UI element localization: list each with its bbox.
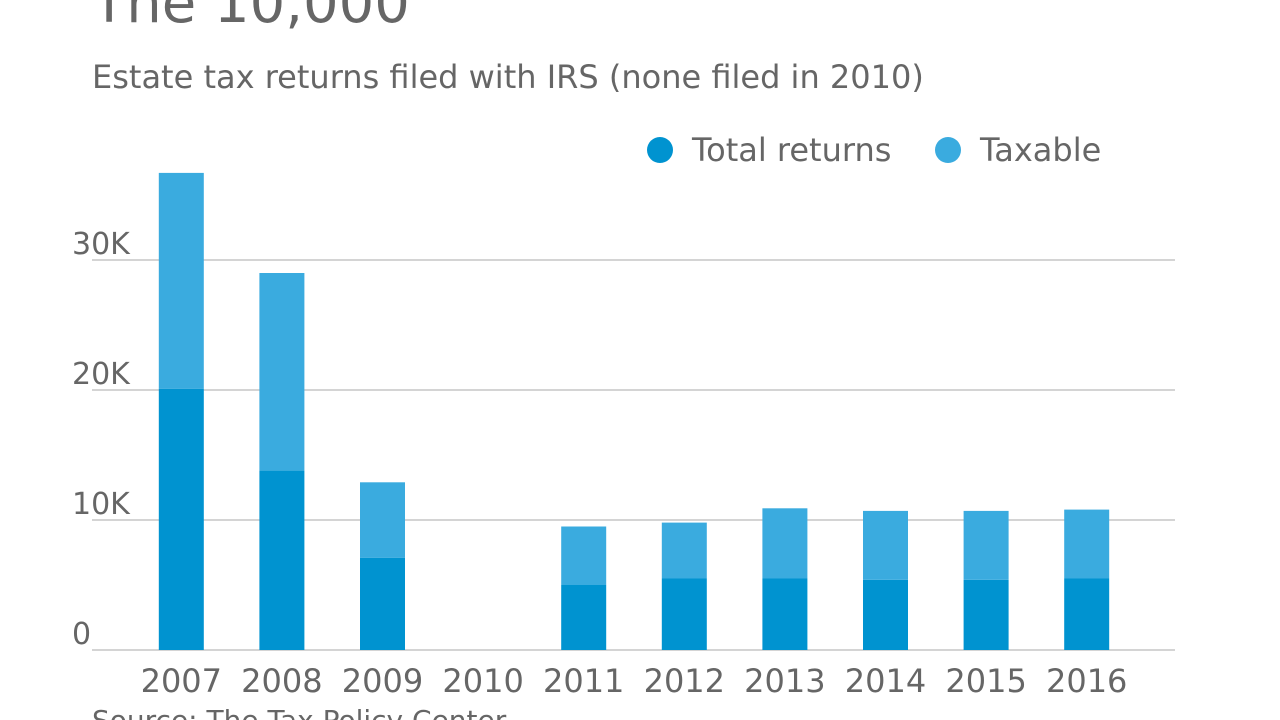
- bar-segment: [158, 388, 204, 650]
- y-tick-label: 30K: [72, 227, 131, 262]
- bar-segment: [360, 482, 405, 558]
- legend-label: Taxable: [979, 131, 1101, 169]
- y-tick-label: 20K: [72, 357, 131, 392]
- x-tick-label: 2011: [543, 662, 624, 700]
- x-tick-label: 2015: [945, 662, 1026, 700]
- bar-segment: [963, 579, 1009, 650]
- bar-segment: [1064, 578, 1110, 650]
- bar-segment: [360, 557, 405, 650]
- bar-segment: [863, 579, 908, 650]
- bar-segment: [158, 172, 204, 389]
- x-tick-label: 2014: [845, 662, 926, 700]
- bar-segment: [762, 508, 808, 579]
- legend-swatch: [647, 137, 673, 163]
- x-tick-label: 2007: [141, 662, 222, 700]
- chart-subtitle: Estate tax returns filed with IRS (none …: [92, 58, 924, 96]
- bar-segment: [661, 522, 707, 579]
- x-tick-label: 2009: [342, 662, 423, 700]
- bar-segment: [863, 510, 908, 580]
- chart-title: The 10,000: [91, 0, 410, 36]
- x-tick-label: 2016: [1046, 662, 1127, 700]
- bar-segment: [661, 578, 707, 650]
- x-tick-label: 2010: [442, 662, 523, 700]
- x-tick-label: 2012: [644, 662, 725, 700]
- x-tick-label: 2013: [744, 662, 825, 700]
- y-tick-label: 10K: [72, 487, 131, 522]
- bar-segment: [259, 273, 305, 471]
- bar-segment: [762, 578, 808, 650]
- bar-segment: [259, 470, 305, 650]
- bar-segment: [561, 585, 607, 650]
- legend-swatch: [935, 137, 961, 163]
- x-tick-label: 2008: [241, 662, 322, 700]
- source: Source: The Tax Policy Center: [92, 704, 507, 720]
- bar-segment: [1064, 509, 1110, 579]
- bar-segment: [963, 510, 1009, 580]
- y-tick-label: 0: [72, 617, 91, 652]
- bar-segment: [561, 526, 607, 585]
- legend-label: Total returns: [691, 131, 891, 169]
